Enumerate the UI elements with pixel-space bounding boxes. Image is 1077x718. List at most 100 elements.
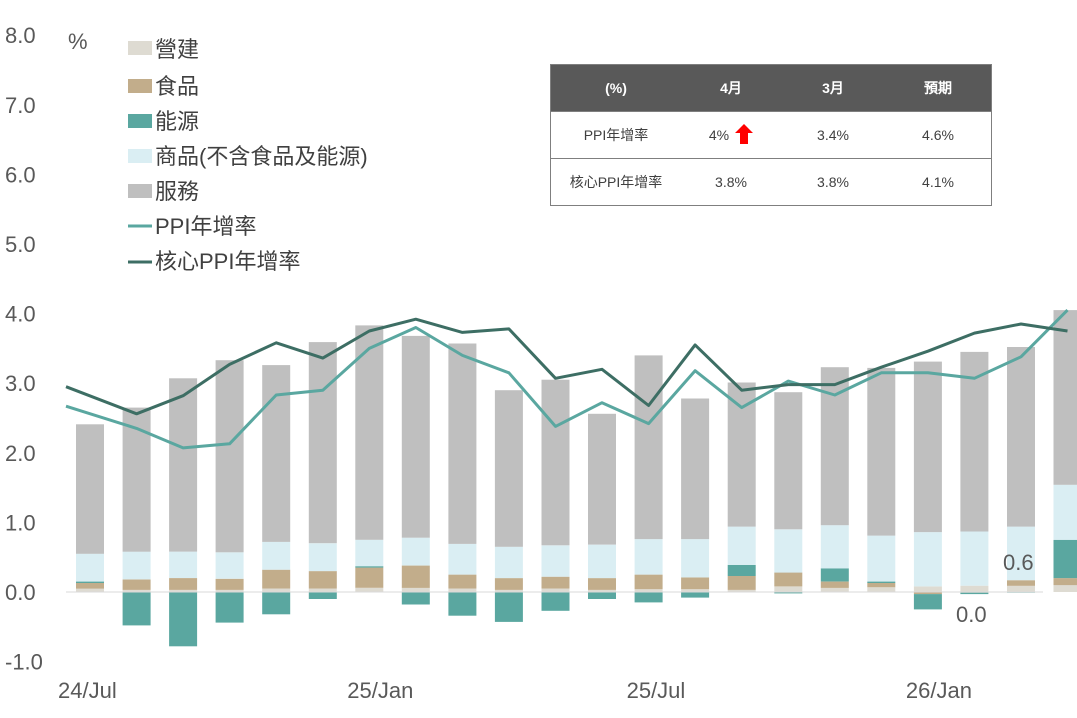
table-header-row: (%) 4月 3月 預期 bbox=[550, 64, 992, 112]
legend-swatch-construction bbox=[128, 41, 152, 55]
bar-segment-3-4 bbox=[262, 541, 291, 570]
bar-segment-4-21 bbox=[1053, 310, 1077, 485]
bar-segment-0-5 bbox=[308, 588, 337, 592]
bar-segment-0-19 bbox=[960, 585, 989, 592]
bar-segment-2-18 bbox=[913, 594, 942, 610]
line-series-0 bbox=[65, 309, 1069, 450]
bar-segment-0-7 bbox=[401, 587, 430, 592]
bar-segment-4-7 bbox=[401, 335, 430, 538]
bars-layer bbox=[76, 310, 1077, 647]
bar-segment-4-9 bbox=[494, 390, 523, 547]
bar-segment-2-8 bbox=[448, 592, 477, 616]
line-series-1 bbox=[65, 317, 1068, 416]
bar-segment-0-13 bbox=[681, 589, 710, 592]
table-cell-april: 3.8% bbox=[681, 158, 781, 206]
bar-segment-4-14 bbox=[727, 382, 756, 527]
bar-segment-4-0 bbox=[76, 424, 104, 554]
bar-segment-3-0 bbox=[76, 553, 104, 582]
bar-segment-1-14 bbox=[727, 576, 756, 590]
bar-segment-0-9 bbox=[494, 589, 523, 592]
bar-segment-0-4 bbox=[262, 588, 291, 592]
bar-segment-1-5 bbox=[308, 571, 337, 589]
bar-segment-3-6 bbox=[355, 539, 384, 567]
ppi-summary-table: (%) 4月 3月 預期 PPI年增率 4% 3.4% 4.6% 核心PPI年增… bbox=[550, 64, 992, 206]
bar-segment-3-16 bbox=[820, 525, 849, 569]
bar-segment-3-2 bbox=[169, 551, 198, 578]
y-tick-label: 4.0 bbox=[5, 302, 36, 327]
bar-segment-2-4 bbox=[262, 592, 291, 615]
table-header-april: 4月 bbox=[681, 64, 781, 112]
bar-segment-0-2 bbox=[169, 589, 198, 592]
bar-segment-3-8 bbox=[448, 544, 477, 575]
bar-segment-4-11 bbox=[588, 413, 616, 545]
bar-segment-0-15 bbox=[774, 586, 803, 592]
y-tick-label: 8.0 bbox=[5, 23, 36, 48]
bar-segment-3-9 bbox=[494, 546, 523, 579]
bar-segment-4-13 bbox=[681, 398, 710, 540]
bar-segment-4-18 bbox=[913, 361, 942, 533]
bar-segment-2-16 bbox=[820, 568, 849, 582]
bar-segment-1-1 bbox=[122, 579, 151, 590]
table-cell-april: 4% bbox=[681, 111, 781, 159]
bar-segment-2-14 bbox=[727, 564, 756, 576]
y-tick-label: 0.0 bbox=[5, 580, 36, 605]
bar-segment-2-3 bbox=[215, 592, 244, 623]
bar-segment-3-1 bbox=[122, 551, 151, 580]
bar-segment-2-12 bbox=[634, 592, 663, 603]
bar-segment-3-15 bbox=[774, 529, 803, 573]
bar-segment-3-3 bbox=[215, 552, 244, 579]
bar-segment-4-20 bbox=[1007, 347, 1035, 527]
bar-segment-3-11 bbox=[588, 544, 616, 579]
table-row-label: PPI年增率 bbox=[550, 111, 681, 159]
bar-segment-1-17 bbox=[867, 583, 896, 588]
table-cell-expected: 4.6% bbox=[885, 111, 992, 159]
bar-segment-4-12 bbox=[634, 355, 663, 540]
bar-segment-3-21 bbox=[1053, 484, 1077, 540]
legend-label-food: 食品 bbox=[155, 74, 199, 99]
bar-segment-1-18 bbox=[913, 592, 942, 595]
bar-segment-0-14 bbox=[727, 589, 756, 592]
bar-segment-0-8 bbox=[448, 588, 477, 592]
x-axis: 24/Jul 25/Jan 25/Jul 26/Jan bbox=[58, 678, 972, 703]
bar-segment-0-3 bbox=[215, 589, 244, 592]
legend-label-services: 服務 bbox=[155, 179, 199, 204]
bar-segment-1-20 bbox=[1007, 580, 1035, 586]
bar-segment-2-2 bbox=[169, 592, 198, 647]
y-tick-label: 1.0 bbox=[5, 510, 36, 535]
bar-segment-4-2 bbox=[169, 378, 198, 552]
table-cell-march: 3.8% bbox=[781, 158, 885, 206]
table-header-unit: (%) bbox=[550, 64, 681, 112]
legend-swatch-energy bbox=[128, 114, 152, 128]
table-cell-expected: 4.1% bbox=[885, 158, 992, 206]
y-axis: 8.0 7.0 6.0 5.0 4.0 3.0 2.0 1.0 0.0 -1.0 bbox=[5, 23, 43, 674]
legend-label-core-ppi: 核心PPI年增率 bbox=[155, 249, 300, 274]
bar-segment-4-17 bbox=[867, 367, 896, 536]
y-tick-label: -1.0 bbox=[5, 650, 43, 675]
bar-segment-0-0 bbox=[76, 588, 104, 592]
bar-segment-3-7 bbox=[401, 537, 430, 566]
legend-swatch-food bbox=[128, 79, 152, 93]
bar-segment-3-19 bbox=[960, 531, 989, 586]
bar-segment-1-13 bbox=[681, 577, 710, 590]
x-tick-label: 25/Jul bbox=[627, 678, 686, 703]
bar-segment-0-16 bbox=[820, 587, 849, 592]
y-tick-label: 2.0 bbox=[5, 441, 36, 466]
up-arrow-icon bbox=[735, 123, 754, 147]
annotation-energy-apr: 0.6 bbox=[1003, 550, 1034, 575]
bar-segment-1-6 bbox=[355, 567, 384, 588]
bar-segment-4-4 bbox=[262, 365, 291, 542]
bar-segment-4-5 bbox=[308, 342, 337, 544]
bar-segment-3-17 bbox=[867, 535, 896, 582]
bar-segment-2-1 bbox=[122, 592, 151, 626]
table-row: PPI年增率 4% 3.4% 4.6% bbox=[550, 111, 992, 159]
bar-segment-0-18 bbox=[913, 586, 942, 592]
x-tick-label: 26/Jan bbox=[906, 678, 972, 703]
bar-segment-3-18 bbox=[913, 532, 942, 587]
bar-segment-1-8 bbox=[448, 574, 477, 589]
bar-segment-3-14 bbox=[727, 526, 756, 565]
bar-segment-3-12 bbox=[634, 539, 663, 575]
bar-segment-1-10 bbox=[541, 576, 570, 589]
y-tick-label: 5.0 bbox=[5, 232, 36, 257]
bar-segment-4-8 bbox=[448, 343, 477, 544]
